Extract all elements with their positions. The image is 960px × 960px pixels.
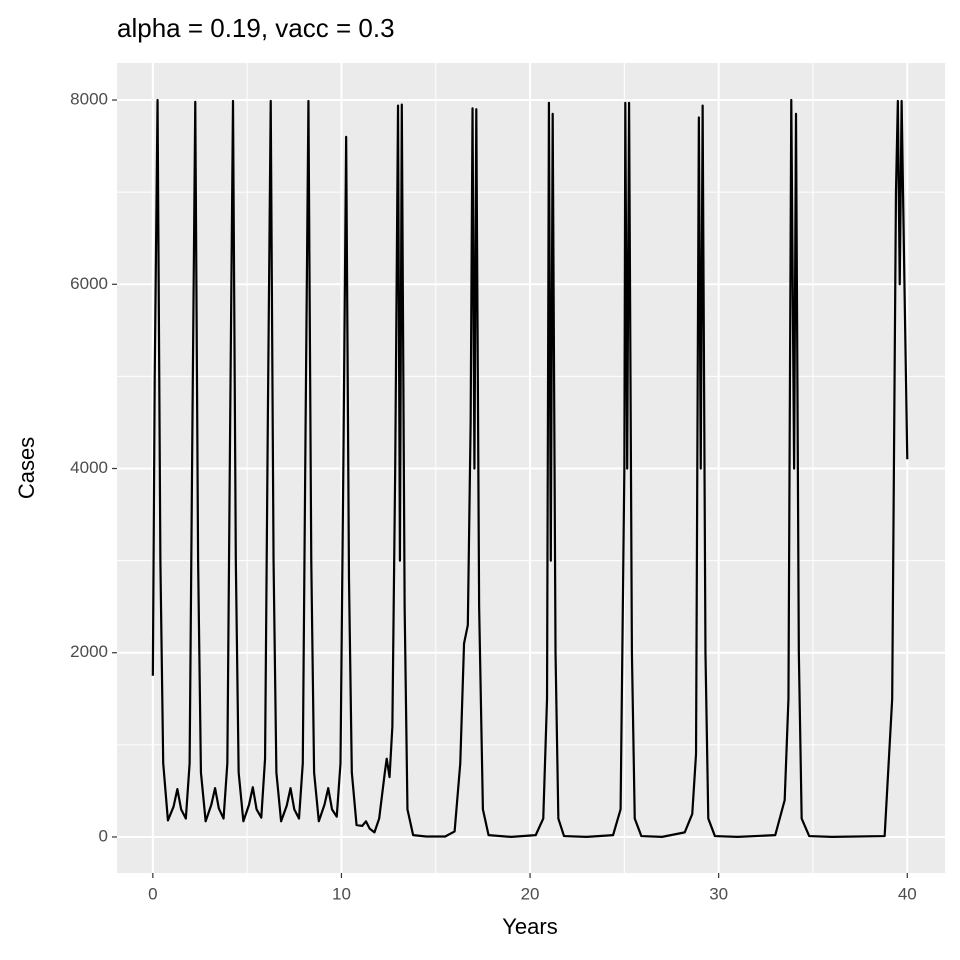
y-tick-label: 8000 [70,90,108,109]
x-tick-label: 40 [898,884,917,903]
x-tick-label: 30 [709,884,728,903]
y-axis-label: Cases [14,437,39,499]
x-axis-label: Years [502,914,557,939]
x-tick-label: 0 [148,884,157,903]
y-tick-label: 4000 [70,458,108,477]
y-tick-label: 2000 [70,642,108,661]
y-tick-label: 0 [99,826,108,845]
chart-title: alpha = 0.19, vacc = 0.3 [117,13,395,43]
x-tick-label: 10 [332,884,351,903]
data-line [151,98,909,838]
y-tick-label: 6000 [70,274,108,293]
x-tick-label: 20 [521,884,540,903]
